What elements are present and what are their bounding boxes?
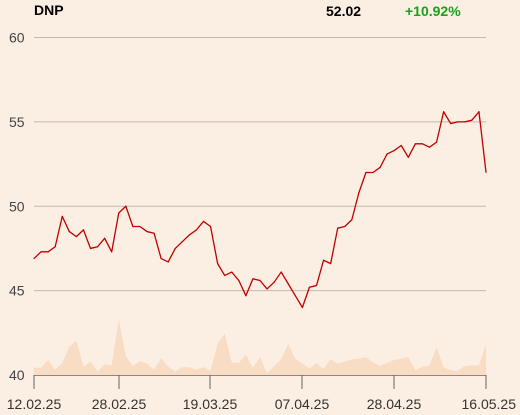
- price-point: [457, 121, 459, 123]
- price-point: [33, 257, 35, 260]
- price-point: [330, 263, 332, 265]
- price-point: [428, 146, 431, 148]
- y-tick-label: 40: [9, 367, 25, 383]
- price-point: [407, 156, 409, 158]
- price-point: [139, 225, 141, 228]
- price-change-percent: +10.92%: [405, 3, 461, 19]
- x-tick-label: 16.05.25: [462, 396, 517, 412]
- price-point: [153, 232, 155, 234]
- x-tick-label: 07.04.25: [275, 396, 330, 412]
- price-point: [181, 241, 183, 243]
- price-point: [160, 257, 162, 260]
- price-point: [266, 288, 268, 290]
- x-tick-label: 12.02.25: [7, 396, 62, 412]
- price-point: [337, 227, 339, 229]
- x-tick-label: 28.04.25: [367, 396, 422, 412]
- price-point: [118, 212, 120, 214]
- price-point: [75, 236, 77, 238]
- price-point: [259, 279, 261, 282]
- price-point: [280, 271, 282, 273]
- price-point: [358, 192, 360, 194]
- price-point: [351, 219, 353, 221]
- price-point: [174, 247, 176, 250]
- price-point: [89, 247, 92, 250]
- price-point: [400, 144, 402, 147]
- price-point: [195, 229, 198, 231]
- volume-layer: [34, 319, 486, 375]
- price-point: [301, 306, 303, 309]
- price-point: [464, 121, 466, 123]
- price-point: [61, 215, 63, 217]
- price-point: [471, 119, 473, 121]
- chart-header: DNP 52.02 +10.92%: [0, 0, 520, 22]
- price-point: [435, 141, 438, 143]
- price-point: [238, 279, 240, 282]
- price-point: [132, 225, 134, 228]
- price-point: [82, 229, 85, 231]
- price-point: [308, 286, 311, 288]
- price-point: [386, 153, 388, 155]
- grid-layer: [34, 37, 486, 292]
- price-point: [294, 295, 296, 297]
- price-point: [379, 166, 381, 169]
- price-point: [315, 284, 318, 287]
- price-point: [96, 246, 99, 248]
- price-point: [393, 149, 395, 152]
- price-point: [273, 281, 275, 283]
- price-point: [146, 230, 148, 233]
- price-point: [217, 263, 219, 265]
- price-point: [322, 259, 325, 261]
- price-point: [443, 111, 445, 113]
- price-point: [202, 220, 205, 223]
- price-series-line: [33, 111, 487, 309]
- price-point: [40, 251, 42, 253]
- y-tick-label: 50: [9, 198, 25, 214]
- price-point: [68, 230, 70, 233]
- price-point: [485, 171, 487, 173]
- price-point: [125, 205, 127, 207]
- y-tick-label: 60: [9, 30, 25, 46]
- price-point: [224, 274, 226, 277]
- volume-area: [34, 319, 486, 375]
- price-point: [365, 171, 367, 174]
- price-point: [372, 171, 374, 174]
- price-point: [287, 283, 289, 285]
- axis-layer: 40 45 50 55 60 12.02.25 28.02.25 19.03.25 07.04.…: [7, 30, 516, 413]
- price-line-layer: [33, 111, 487, 309]
- price-point: [188, 234, 190, 236]
- price-point: [47, 251, 49, 253]
- x-tick-label: 28.02.25: [92, 396, 147, 412]
- price-point: [252, 278, 254, 280]
- price-point: [478, 111, 480, 113]
- price-point: [209, 225, 212, 228]
- price-point: [54, 246, 56, 248]
- ticker-symbol: DNP: [34, 2, 64, 18]
- price-point: [344, 225, 346, 228]
- price-point: [167, 261, 169, 263]
- price-point: [231, 271, 233, 273]
- price-point: [245, 295, 247, 297]
- price-point: [421, 143, 424, 145]
- last-price: 52.02: [326, 3, 362, 19]
- price-point: [450, 122, 452, 125]
- price-point: [111, 251, 113, 253]
- x-tick-label: 19.03.25: [183, 396, 238, 412]
- price-point: [414, 143, 416, 145]
- y-tick-label: 45: [9, 283, 25, 299]
- price-point: [104, 237, 106, 239]
- y-tick-label: 55: [9, 114, 25, 130]
